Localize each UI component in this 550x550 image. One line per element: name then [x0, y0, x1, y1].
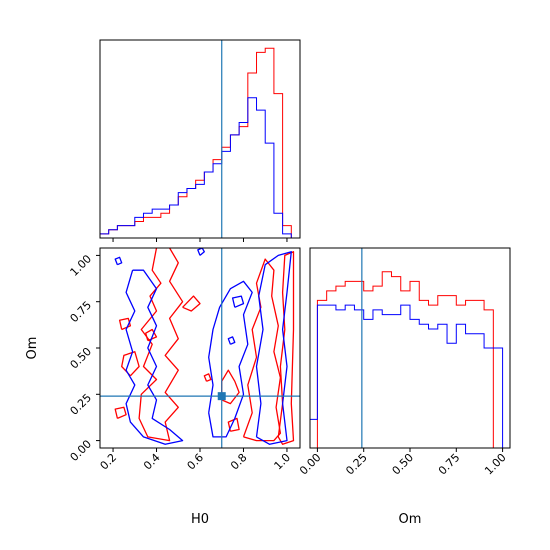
contour-series-0-level-0 — [138, 248, 184, 442]
contour-series-0-level-1 — [121, 351, 140, 377]
contour-series-0-level-9 — [277, 251, 295, 445]
contour-series-0-level-5 — [114, 406, 127, 419]
contour-series-0-level-8 — [242, 258, 282, 442]
h0-hist-series-1 — [99, 97, 292, 238]
contour-series-1-level-0 — [114, 256, 123, 266]
contour-series-1-level-1 — [125, 269, 184, 445]
h0-axis-label: H0 — [191, 512, 209, 527]
om-hist-series-1 — [309, 304, 504, 448]
contour-series-1-level-3 — [208, 280, 253, 438]
contour-series-1-level-2 — [197, 248, 205, 256]
contour-series-0-level-7 — [227, 417, 240, 432]
truth-marker — [217, 392, 226, 401]
contour-series-1-level-4 — [231, 295, 245, 308]
om-hist-series-0 — [310, 271, 503, 449]
contour-series-1-level-6 — [227, 336, 236, 345]
contour-series-1-level-5 — [255, 251, 292, 445]
contour-series-0-level-10 — [203, 373, 212, 382]
contour-lines — [114, 248, 295, 445]
contour-series-0-level-4 — [145, 328, 158, 342]
om-axis-label: Om — [399, 512, 422, 527]
om-axis-label-left: Om — [25, 337, 40, 360]
h0-histogram-panel — [99, 39, 301, 242]
contour-series-0-level-3 — [182, 295, 201, 312]
